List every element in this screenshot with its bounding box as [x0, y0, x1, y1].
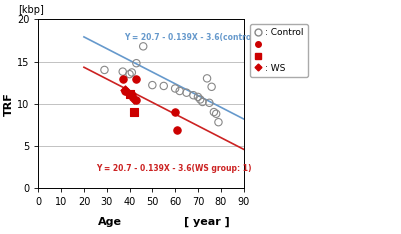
Legend: : Control, , , : WS: : Control, , , : WS: [250, 24, 308, 77]
Point: [133, 99, 140, 102]
Point: [206, 101, 213, 105]
Point: [122, 88, 128, 92]
Point: [149, 83, 156, 87]
Point: [176, 89, 183, 93]
Point: [133, 61, 140, 65]
Point: [204, 77, 210, 80]
Text: Y = 20.7 - 0.139X - 3.6(control group: 0): Y = 20.7 - 0.139X - 3.6(control group: 0…: [125, 33, 297, 42]
Point: [126, 92, 133, 95]
Point: [129, 93, 135, 97]
Point: [126, 92, 133, 96]
Point: [122, 89, 128, 93]
Point: [131, 110, 137, 114]
Point: [195, 95, 201, 99]
Point: [213, 112, 219, 116]
Point: [211, 110, 217, 114]
Point: [140, 44, 146, 48]
Y-axis label: TRF: TRF: [4, 92, 14, 116]
Point: [126, 72, 133, 76]
Point: [209, 85, 215, 89]
Point: [119, 77, 126, 81]
Point: [119, 70, 126, 73]
Point: [172, 87, 178, 90]
Point: [197, 98, 203, 101]
Text: [kbp]: [kbp]: [18, 5, 44, 15]
Text: Y = 20.7 - 0.139X - 3.6(WS group: 1): Y = 20.7 - 0.139X - 3.6(WS group: 1): [96, 164, 251, 173]
Point: [172, 110, 178, 114]
Point: [129, 71, 135, 74]
Point: [133, 77, 140, 81]
Point: [215, 120, 222, 124]
Text: Age: Age: [98, 217, 122, 227]
Point: [183, 91, 190, 95]
Point: [174, 128, 180, 132]
Point: [190, 93, 196, 97]
Point: [199, 100, 206, 104]
Point: [131, 98, 137, 101]
Point: [160, 84, 167, 88]
Point: [101, 68, 108, 72]
Text: [ year ]: [ year ]: [184, 217, 229, 227]
